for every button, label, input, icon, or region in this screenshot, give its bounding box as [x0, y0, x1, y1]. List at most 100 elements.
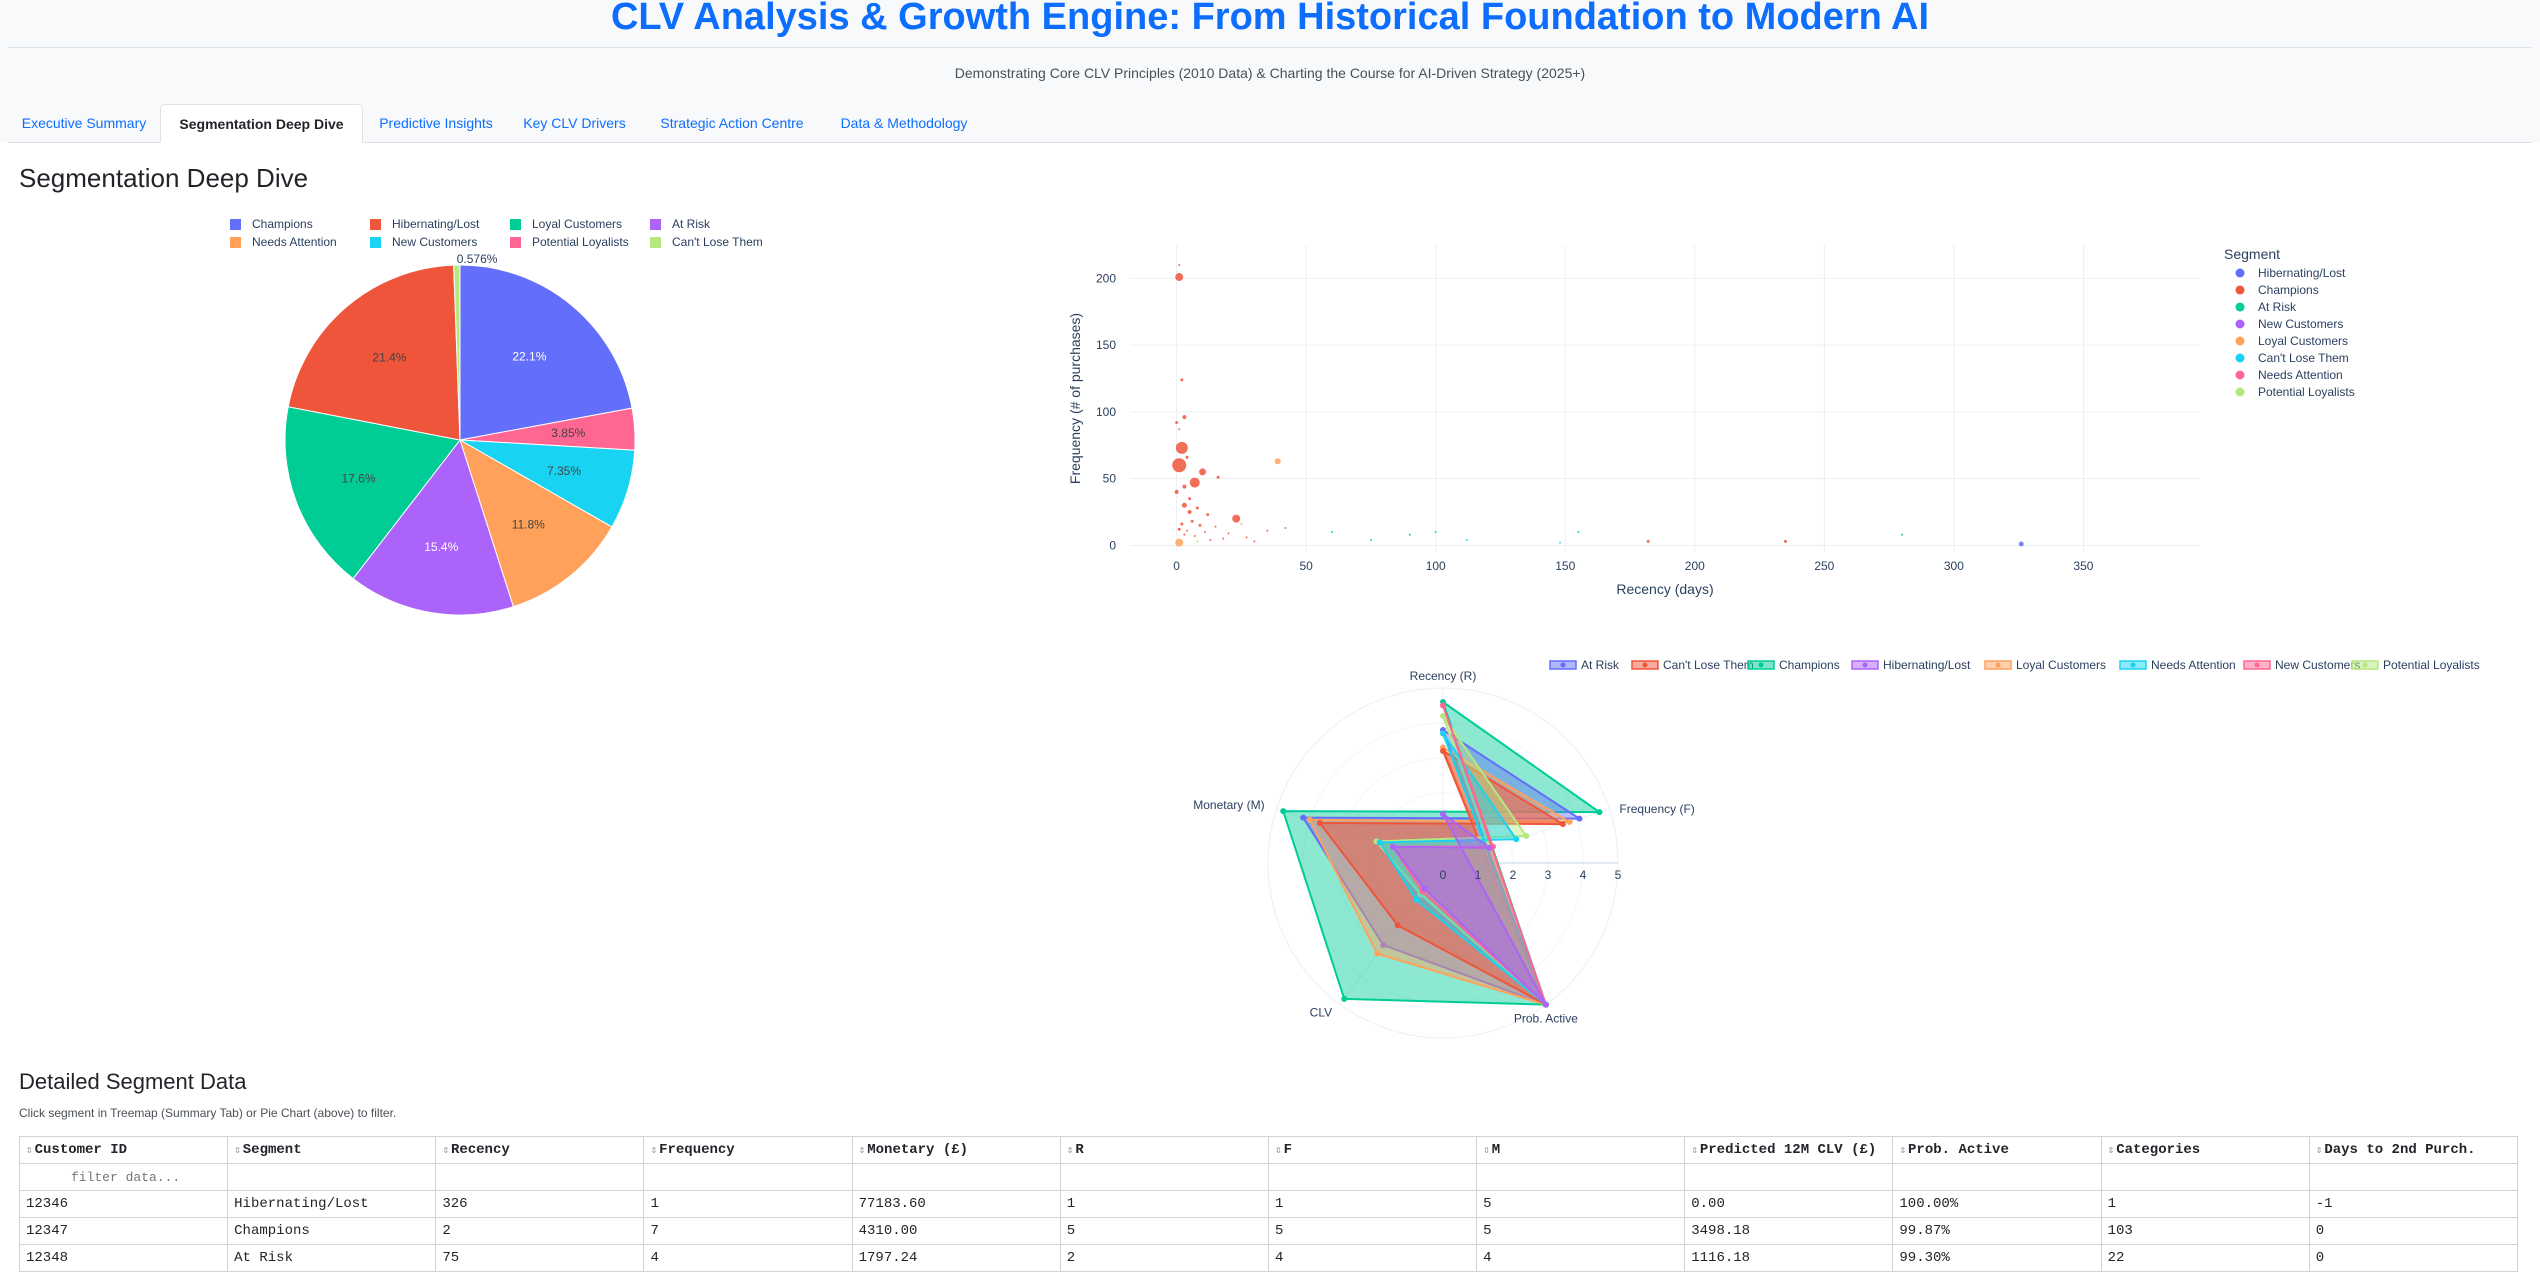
scatter-points[interactable] [1172, 264, 2024, 547]
column-header-recency[interactable]: ⇕ Recency [435, 1136, 645, 1164]
sort-icon[interactable]: ⇕ [1066, 1145, 1074, 1157]
scatter-point-hibernating-lost[interactable] [2018, 541, 2024, 547]
scatter-point-champions[interactable] [1180, 378, 1184, 382]
segment-rfm-radar[interactable]: At Risk Can't Lose Them Champions Hibernati… [1030, 650, 2530, 1060]
sort-icon[interactable]: ⇕ [2107, 1145, 2115, 1157]
scatter-point-champions[interactable] [1188, 497, 1192, 501]
scatter-point-champions[interactable] [1183, 533, 1186, 536]
column-header-predicted-12m-clv[interactable]: ⇕ Predicted 12M CLV (£) [1684, 1136, 1894, 1164]
column-header-days-to-2nd-purch[interactable]: ⇕ Days to 2nd Purch. [2308, 1136, 2519, 1164]
radar-legend[interactable]: At Risk Can't Lose Them Champions Hibernati… [1549, 658, 2480, 672]
scatter-point-champions[interactable] [1182, 484, 1187, 489]
radar-series-can-t-lose-them[interactable] [1316, 748, 1567, 1008]
scatter-point-champions[interactable] [1245, 536, 1248, 539]
pie-legend-item-new-customers[interactable]: New Customers [370, 235, 477, 249]
radar-polygon-new-customers[interactable] [1391, 705, 1547, 1006]
scatter-point-champions[interactable] [1253, 540, 1256, 543]
scatter-point-champions[interactable] [1222, 537, 1225, 540]
sort-icon[interactable]: ⇕ [234, 1145, 241, 1157]
radar-legend-item-potential-loyalists[interactable]: Potential Loyalists [2351, 658, 2480, 672]
scatter-point-champions[interactable] [1180, 522, 1184, 526]
tab-executive-summary[interactable]: Executive Summary [21, 115, 147, 131]
recency-frequency-scatter[interactable]: 0 50 100 150 200 250 300 350 0 50 100 150 200 Recenc… [1040, 230, 2530, 630]
sort-icon[interactable]: ⇕ [442, 1145, 449, 1157]
table-row[interactable]: 12348 At Risk 75 4 1797.24 2 4 4 1116.18 99.30% 22… [18, 1244, 2519, 1272]
column-header-prob-active[interactable]: ⇕ Prob. Active [1892, 1136, 2102, 1164]
scatter-point-can-t-lose-them[interactable] [1559, 541, 1562, 544]
filter-input-segment[interactable] [234, 1168, 434, 1186]
filter-input-monetary[interactable] [858, 1168, 1058, 1186]
scatter-point-champions[interactable] [1175, 441, 1188, 454]
sort-icon[interactable]: ⇕ [858, 1145, 866, 1157]
scatter-point-champions[interactable] [1185, 455, 1189, 459]
radar-legend-item-needs-attention[interactable]: Needs Attention [2119, 658, 2236, 672]
filter-input-recency[interactable] [442, 1168, 642, 1186]
tab-key-clv-drivers[interactable]: Key CLV Drivers [523, 115, 626, 131]
radar-legend-item-loyal-customers[interactable]: Loyal Customers [1984, 658, 2106, 672]
scatter-legend-item-loyal-customers[interactable]: Loyal Customers [2235, 334, 2349, 348]
filter-input-days-to-2nd-purch[interactable] [2315, 1168, 2515, 1186]
filter-input-predicted-12m-clv[interactable] [1691, 1168, 1891, 1186]
column-header-monetary[interactable]: ⇕ Monetary (£) [851, 1136, 1061, 1164]
scatter-point-champions[interactable] [1204, 530, 1207, 533]
scatter-point-champions[interactable] [1783, 539, 1787, 543]
scatter-point-champions[interactable] [1172, 458, 1187, 473]
pie-legend[interactable]: Champions Hibernating/Lost Loyal Customers… [230, 217, 763, 249]
scatter-point-champions[interactable] [1181, 502, 1187, 508]
scatter-point-at-risk[interactable] [1408, 533, 1411, 536]
table-row[interactable]: 12347 Champions 2 7 4310.00 5 5 5 3498.18 99.87% 1… [18, 1217, 2519, 1245]
scatter-legend-item-at-risk[interactable]: At Risk [2235, 300, 2298, 314]
scatter-point-champions[interactable] [1209, 538, 1212, 541]
tab-strategic-action-centre[interactable]: Strategic Action Centre [660, 115, 804, 131]
tab-data-methodology[interactable]: Data & Methodology [840, 115, 968, 131]
segment-pie-chart[interactable]: Champions Hibernating/Lost Loyal Customers… [0, 210, 1000, 630]
sort-icon[interactable]: ⇕ [1483, 1145, 1490, 1157]
scatter-legend[interactable]: Hibernating/Lost Champions At Risk New Cust… [2235, 266, 2355, 399]
pie-slice-loyal-customers[interactable] [284, 406, 461, 580]
filter-input-f[interactable] [1274, 1168, 1475, 1186]
scatter-point-champions[interactable] [1198, 523, 1202, 527]
radar-legend-item-at-risk[interactable]: At Risk [1549, 658, 1620, 672]
tab-predictive-insights[interactable]: Predictive Insights [379, 115, 493, 131]
pie-legend-item-potential-loyalists[interactable]: Potential Loyalists [510, 235, 629, 249]
radar-polygon-hibernating-lost[interactable] [1391, 813, 1547, 1006]
scatter-point-champions[interactable] [1178, 428, 1181, 431]
column-header-customer-id[interactable]: ⇕ Customer ID [18, 1136, 229, 1164]
radar-series-hibernating-lost[interactable] [1390, 811, 1549, 1008]
scatter-point-champions[interactable] [1187, 509, 1192, 514]
sort-icon[interactable]: ⇕ [650, 1145, 658, 1157]
pie-legend-item-at-risk[interactable]: At Risk [650, 217, 711, 231]
scatter-point-champions[interactable] [1206, 513, 1210, 517]
sort-icon[interactable]: ⇕ [26, 1145, 33, 1157]
radar-legend-item-hibernating-lost[interactable]: Hibernating/Lost [1851, 658, 1971, 672]
filter-input-frequency[interactable] [650, 1168, 850, 1186]
scatter-point-champions[interactable] [1178, 264, 1181, 267]
scatter-point-loyal-customers[interactable] [1175, 538, 1184, 547]
column-header-frequency[interactable]: ⇕ Frequency [643, 1136, 853, 1164]
scatter-legend-item-needs-attention[interactable]: Needs Attention [2235, 368, 2343, 382]
filter-input-m[interactable] [1483, 1168, 1683, 1186]
scatter-point-champions[interactable] [1646, 539, 1650, 543]
column-header-f[interactable]: ⇕ F [1267, 1136, 1478, 1164]
scatter-point-champions[interactable] [1227, 532, 1230, 535]
table-row[interactable]: 12346 Hibernating/Lost 326 1 77183.60 1 1 5 0.00… [18, 1190, 2519, 1218]
scatter-point-potential-loyalists[interactable] [1196, 540, 1199, 543]
tab-segmentation-deep-dive[interactable]: Segmentation Deep Dive [160, 104, 363, 143]
radar-legend-item-can-t-lose-them[interactable]: Can't Lose Them [1631, 658, 1754, 672]
scatter-point-champions[interactable] [1266, 529, 1269, 532]
scatter-point-at-risk[interactable] [1331, 530, 1334, 533]
radar-legend-item-champions[interactable]: Champions [1747, 658, 1840, 672]
filter-input-customer-id[interactable] [26, 1168, 226, 1186]
scatter-point-champions[interactable] [1216, 475, 1220, 479]
radar-legend-item-new-customers[interactable]: New Customers [2243, 658, 2360, 672]
radar-polygon-can-t-lose-them[interactable] [1317, 748, 1567, 1007]
pie-slice-can-t-lose-them[interactable] [453, 264, 461, 441]
scatter-point-champions[interactable] [1193, 534, 1196, 537]
sort-icon[interactable]: ⇕ [1691, 1145, 1698, 1157]
scatter-point-at-risk[interactable] [1577, 530, 1580, 533]
column-header-r[interactable]: ⇕ R [1059, 1136, 1269, 1164]
scatter-point-at-risk[interactable] [1434, 530, 1437, 533]
radar-polygon-needs-attention[interactable] [1377, 732, 1549, 1008]
pie-legend-item-hibernating-lost[interactable]: Hibernating/Lost [370, 217, 480, 231]
scatter-legend-item-can-t-lose-them[interactable]: Can't Lose Them [2235, 351, 2349, 365]
